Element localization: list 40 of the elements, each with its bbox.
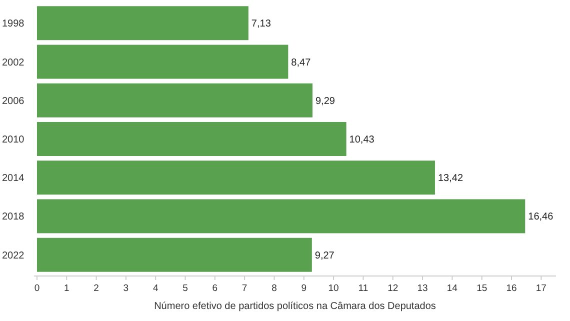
x-tick-label: 0 [34, 283, 40, 294]
x-tick-label: 5 [182, 283, 188, 294]
data-label: 9,29 [316, 96, 336, 107]
y-tick-label: 2010 [2, 134, 25, 146]
bar [36, 199, 526, 234]
bar [36, 160, 435, 195]
x-tick-label: 11 [358, 283, 368, 294]
y-tick-label: 2002 [2, 57, 25, 68]
data-label: 9,27 [314, 250, 335, 262]
data-label: 7,13 [251, 18, 272, 30]
bar [36, 83, 312, 118]
bar [36, 44, 288, 79]
y-tick-label: 2014 [2, 173, 25, 184]
bar [36, 122, 346, 156]
data-label: 16,46 [528, 212, 554, 223]
x-tick-label: 14 [446, 283, 458, 294]
y-tick-label: 2018 [2, 212, 25, 223]
data-label: 13,42 [438, 173, 464, 184]
x-tick-label: 6 [212, 283, 218, 294]
data-label: 8,47 [291, 57, 312, 68]
x-tick-label: 9 [301, 283, 307, 294]
x-tick-label: 17 [536, 283, 546, 294]
x-tick-label: 16 [506, 283, 517, 294]
x-tick-label: 4 [152, 283, 158, 294]
x-tick-label: 15 [476, 283, 488, 294]
x-tick-label: 3 [123, 283, 129, 294]
x-tick-label: 13 [417, 283, 428, 294]
x-tick-label: 2 [94, 283, 99, 294]
x-tick-label: 8 [272, 283, 277, 294]
x-tick-label: 7 [242, 283, 248, 294]
bar [36, 238, 312, 272]
bar [36, 6, 248, 40]
x-tick-label: 1 [64, 283, 70, 294]
x-axis-title: Número efetivo de partidos políticos na Câmara dos Deputados [154, 301, 436, 312]
y-tick-label: 2022 [2, 250, 25, 262]
y-tick-label: 1998 [2, 18, 25, 30]
x-tick-label: 12 [388, 283, 398, 294]
x-tick-label: 10 [328, 283, 339, 294]
y-tick-label: 2006 [2, 96, 25, 107]
data-label: 10,43 [349, 134, 375, 146]
